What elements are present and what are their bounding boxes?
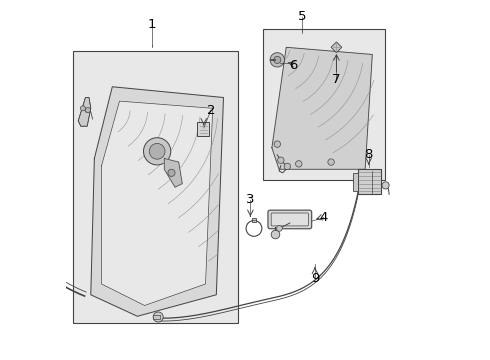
Bar bbox=[263, 30, 385, 180]
Text: 8: 8 bbox=[365, 148, 373, 161]
Bar bbox=[73, 51, 238, 323]
Text: 5: 5 bbox=[298, 10, 307, 23]
Text: 1: 1 bbox=[147, 18, 156, 31]
Circle shape bbox=[85, 108, 91, 113]
Bar bbox=[358, 169, 381, 194]
Polygon shape bbox=[78, 98, 91, 126]
Circle shape bbox=[274, 56, 281, 63]
Bar bbox=[252, 218, 256, 222]
Polygon shape bbox=[331, 42, 342, 53]
Text: 7: 7 bbox=[332, 73, 341, 86]
Circle shape bbox=[295, 161, 302, 167]
Circle shape bbox=[382, 182, 389, 189]
Circle shape bbox=[328, 159, 334, 165]
FancyBboxPatch shape bbox=[271, 213, 309, 226]
Text: 6: 6 bbox=[289, 59, 297, 72]
Circle shape bbox=[274, 141, 280, 147]
Text: 2: 2 bbox=[207, 104, 215, 117]
Polygon shape bbox=[91, 87, 223, 316]
Bar bbox=[153, 315, 160, 319]
Polygon shape bbox=[101, 101, 213, 306]
Circle shape bbox=[284, 163, 291, 170]
Circle shape bbox=[149, 143, 165, 159]
Text: 4: 4 bbox=[319, 211, 328, 224]
Circle shape bbox=[276, 226, 282, 231]
Circle shape bbox=[271, 230, 280, 239]
Circle shape bbox=[270, 53, 285, 67]
Bar bbox=[353, 173, 358, 191]
Circle shape bbox=[153, 312, 163, 322]
Circle shape bbox=[144, 138, 171, 165]
Polygon shape bbox=[164, 158, 182, 187]
FancyBboxPatch shape bbox=[268, 210, 312, 229]
Polygon shape bbox=[272, 47, 372, 169]
FancyBboxPatch shape bbox=[197, 122, 210, 136]
Circle shape bbox=[80, 106, 85, 111]
Circle shape bbox=[168, 169, 175, 176]
Circle shape bbox=[278, 157, 284, 163]
Text: 9: 9 bbox=[311, 272, 319, 285]
Circle shape bbox=[246, 221, 262, 236]
Text: 3: 3 bbox=[246, 193, 255, 206]
